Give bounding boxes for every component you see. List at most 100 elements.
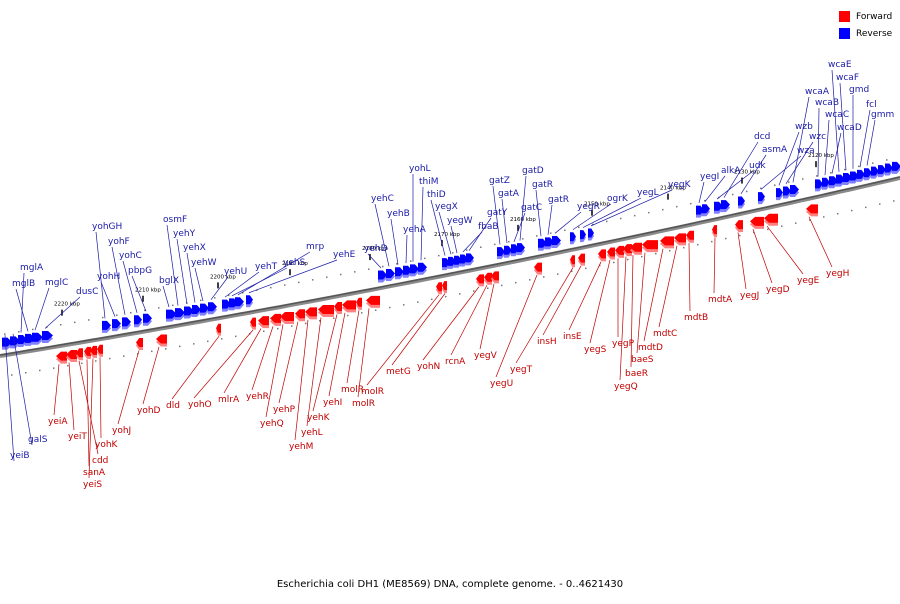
reverse-gene-leader — [462, 231, 483, 253]
forward-gene — [660, 236, 674, 246]
forward-gene-leader — [78, 360, 99, 455]
forward-gene-label: metG — [386, 367, 411, 377]
forward-gene-leader — [479, 283, 495, 350]
forward-gene — [156, 334, 167, 344]
forward-gene-label: baeS — [631, 355, 654, 365]
forward-gene-label: insH — [537, 337, 557, 347]
reverse-gene-leader — [194, 267, 204, 302]
forward-gene — [270, 313, 281, 323]
reverse-gene-leader — [405, 234, 408, 264]
scale-tick-label: 2130 kbp — [734, 170, 760, 176]
guide-dot — [620, 217, 622, 220]
forward-gene — [334, 301, 342, 311]
reverse-gene — [538, 238, 547, 248]
guide-dot — [102, 316, 104, 319]
forward-gene — [476, 274, 484, 284]
reverse-gene-label: thiD — [427, 190, 446, 200]
guide-dot — [690, 202, 692, 205]
reverse-gene-label: yegL — [637, 188, 659, 198]
forward-gene-leader — [808, 216, 833, 268]
legend-reverse-label: Reverse — [856, 28, 893, 39]
guide-dot — [130, 312, 132, 314]
reverse-gene-leader — [237, 251, 311, 296]
reverse-gene — [184, 306, 194, 316]
forward-gene-label: yegQ — [614, 382, 638, 392]
reverse-gene-label: ogrK — [607, 194, 629, 204]
guide-dot — [851, 209, 853, 212]
forward-gene-label: mlrA — [218, 395, 240, 405]
reverse-gene-leader — [12, 333, 33, 446]
guide-dot — [123, 355, 125, 357]
forward-gene-label: mdtB — [684, 313, 708, 323]
reverse-gene-leader — [176, 238, 188, 305]
reverse-gene-leader — [572, 203, 612, 230]
forward-gene — [258, 316, 269, 326]
forward-gene-label: yehQ — [260, 419, 284, 429]
reverse-gene-leader — [519, 175, 527, 241]
guide-dot — [767, 228, 769, 231]
guide-dot — [816, 175, 818, 177]
forward-gene-leader — [688, 243, 691, 312]
reverse-gene — [208, 302, 217, 312]
forward-gene-leader — [542, 265, 582, 336]
reverse-gene-label: fcl — [866, 100, 877, 110]
reverse-gene-leader — [831, 69, 840, 172]
forward-gene-leader — [171, 336, 220, 400]
forward-gene — [305, 307, 317, 317]
forward-gene-leader — [265, 324, 284, 418]
guide-dot — [459, 293, 461, 295]
reverse-gene — [850, 171, 859, 181]
guide-dot — [662, 208, 664, 211]
reverse-gene-label: gatD — [522, 166, 544, 176]
guide-dot — [270, 286, 272, 289]
guide-dot — [53, 367, 55, 369]
reverse-gene — [580, 230, 586, 240]
guide-dot — [445, 295, 447, 298]
guide-dot — [431, 298, 433, 301]
reverse-gene-leader — [535, 189, 542, 237]
guide-dot — [88, 319, 90, 321]
guide-dot — [305, 322, 307, 325]
forward-gene-leader — [278, 321, 299, 404]
forward-gene-leader — [99, 357, 102, 439]
reverse-gene-leader — [723, 141, 759, 198]
forward-gene — [642, 240, 658, 250]
forward-gene-leader — [630, 255, 634, 368]
reverse-gene-label: yegK — [668, 180, 692, 190]
scale-tick-label: 2160 kbp — [510, 217, 536, 223]
reverse-gene-label: yegW — [447, 216, 473, 226]
reverse-gene — [738, 196, 745, 206]
reverse-gene-label: yohC — [119, 251, 142, 261]
guide-dot — [214, 297, 216, 299]
reverse-gene — [545, 237, 554, 247]
reverse-gene-label: yehT — [255, 262, 278, 272]
reverse-gene-label: wcaA — [805, 87, 830, 97]
reverse-gene-leader — [44, 296, 81, 329]
guide-dot — [319, 320, 321, 322]
forward-gene-leader — [117, 350, 140, 425]
reverse-gene-label: yehE — [333, 250, 356, 260]
reverse-gene-leader — [20, 272, 25, 333]
forward-gene-leader — [658, 245, 678, 328]
guide-dot — [711, 240, 713, 243]
guide-dot — [795, 222, 797, 224]
reverse-gene-leader — [34, 287, 50, 331]
guide-dot — [151, 350, 153, 353]
reverse-gene-leader — [824, 119, 830, 176]
reverse-gene-leader — [450, 225, 458, 254]
guide-dot — [382, 265, 384, 268]
guide-dot — [655, 252, 657, 255]
scale-tick-label: 2220 kbp — [54, 302, 80, 308]
reverse-gene-leader — [438, 211, 452, 255]
reverse-gene-label: udk — [749, 161, 766, 171]
forward-gene — [84, 346, 91, 356]
reverse-gene-label: yehU — [224, 267, 247, 277]
reverse-gene — [815, 179, 823, 189]
reverse-gene-label: gatA — [498, 189, 520, 199]
reverse-gene — [32, 332, 43, 342]
forward-gene — [712, 225, 717, 235]
forward-gene — [491, 271, 499, 281]
reverse-gene — [702, 204, 710, 214]
forward-gene-label: yehP — [273, 405, 296, 415]
forward-gene-leader — [752, 229, 773, 284]
